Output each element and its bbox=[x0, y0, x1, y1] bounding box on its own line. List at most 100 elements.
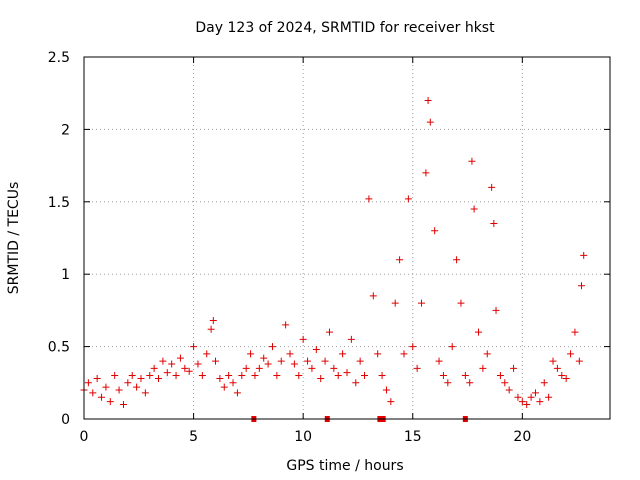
data-point bbox=[479, 364, 487, 372]
data-point bbox=[483, 350, 491, 358]
x-tick-label: 5 bbox=[189, 429, 198, 445]
data-point bbox=[176, 354, 184, 362]
data-point bbox=[163, 369, 171, 377]
x-tick-label: 0 bbox=[80, 429, 89, 445]
data-point bbox=[330, 364, 338, 372]
data-point bbox=[115, 386, 123, 394]
data-point bbox=[545, 393, 553, 401]
data-point bbox=[575, 357, 583, 365]
data-point bbox=[220, 383, 228, 391]
y-axis-label: SRMTID / TECUs bbox=[6, 182, 22, 295]
data-point bbox=[106, 398, 114, 406]
y-tick-label: 1 bbox=[61, 267, 70, 283]
data-point bbox=[93, 374, 101, 382]
data-point bbox=[207, 325, 215, 333]
data-point bbox=[233, 389, 241, 397]
data-point bbox=[468, 157, 476, 165]
data-point bbox=[290, 360, 298, 368]
data-point bbox=[461, 372, 469, 380]
x-tick-label: 15 bbox=[404, 429, 422, 445]
data-point bbox=[150, 364, 158, 372]
data-point bbox=[490, 220, 498, 228]
data-point bbox=[321, 357, 329, 365]
data-point bbox=[501, 379, 509, 387]
data-point bbox=[466, 379, 474, 387]
data-point bbox=[119, 401, 127, 409]
data-point bbox=[567, 350, 575, 358]
data-point bbox=[553, 364, 561, 372]
data-point bbox=[312, 345, 320, 353]
data-point bbox=[185, 367, 193, 375]
x-tick-label: 20 bbox=[513, 429, 531, 445]
data-point bbox=[418, 299, 426, 307]
plot-frame bbox=[83, 56, 611, 420]
data-point bbox=[457, 299, 465, 307]
data-point bbox=[308, 364, 316, 372]
data-point bbox=[378, 372, 386, 380]
data-point bbox=[431, 227, 439, 235]
data-point bbox=[334, 372, 342, 380]
data-point bbox=[159, 357, 167, 365]
data-point bbox=[352, 379, 360, 387]
data-point bbox=[361, 372, 369, 380]
data-point bbox=[133, 383, 141, 391]
data-point bbox=[111, 372, 119, 380]
x-tick-label: 10 bbox=[294, 429, 312, 445]
data-point bbox=[578, 282, 586, 290]
data-point bbox=[540, 379, 548, 387]
data-point bbox=[268, 343, 276, 351]
data-point bbox=[251, 372, 259, 380]
data-point bbox=[424, 96, 432, 104]
data-point bbox=[470, 205, 478, 213]
data-point bbox=[203, 350, 211, 358]
data-point bbox=[260, 354, 268, 362]
data-point bbox=[444, 379, 452, 387]
data-point bbox=[98, 393, 106, 401]
data-point bbox=[387, 398, 395, 406]
data-point bbox=[277, 357, 285, 365]
data-point bbox=[155, 374, 163, 382]
data-point bbox=[496, 372, 504, 380]
data-point bbox=[339, 350, 347, 358]
data-point bbox=[536, 398, 544, 406]
data-point bbox=[409, 343, 417, 351]
y-tick-label: 2.5 bbox=[48, 50, 70, 66]
data-point bbox=[549, 357, 557, 365]
data-point bbox=[84, 379, 92, 387]
y-tick-label: 0.5 bbox=[48, 340, 70, 356]
data-point bbox=[273, 372, 281, 380]
data-point bbox=[146, 372, 154, 380]
data-point bbox=[400, 350, 408, 358]
data-point bbox=[124, 379, 132, 387]
data-point bbox=[448, 343, 456, 351]
x-axis-label: GPS time / hours bbox=[286, 458, 403, 474]
y-tick-label: 2 bbox=[61, 122, 70, 138]
data-point bbox=[137, 374, 145, 382]
data-point bbox=[413, 364, 421, 372]
data-point bbox=[505, 386, 513, 394]
data-point bbox=[523, 401, 531, 409]
data-point bbox=[255, 364, 263, 372]
data-point bbox=[435, 357, 443, 365]
data-point bbox=[229, 379, 237, 387]
data-point bbox=[488, 183, 496, 191]
data-point bbox=[404, 195, 412, 203]
data-point bbox=[347, 335, 355, 343]
data-point bbox=[422, 169, 430, 177]
data-point bbox=[396, 256, 404, 264]
data-point bbox=[439, 372, 447, 380]
chart-title: Day 123 of 2024, SRMTID for receiver hks… bbox=[195, 20, 495, 36]
data-point bbox=[168, 360, 176, 368]
y-tick-label: 0 bbox=[61, 412, 70, 428]
data-point bbox=[558, 372, 566, 380]
data-point bbox=[89, 389, 97, 397]
data-point bbox=[194, 360, 202, 368]
data-point bbox=[514, 393, 522, 401]
data-point bbox=[216, 374, 224, 382]
data-point bbox=[531, 389, 539, 397]
data-point bbox=[391, 299, 399, 307]
data-point bbox=[426, 118, 434, 126]
data-point bbox=[128, 372, 136, 380]
data-point bbox=[343, 369, 351, 377]
